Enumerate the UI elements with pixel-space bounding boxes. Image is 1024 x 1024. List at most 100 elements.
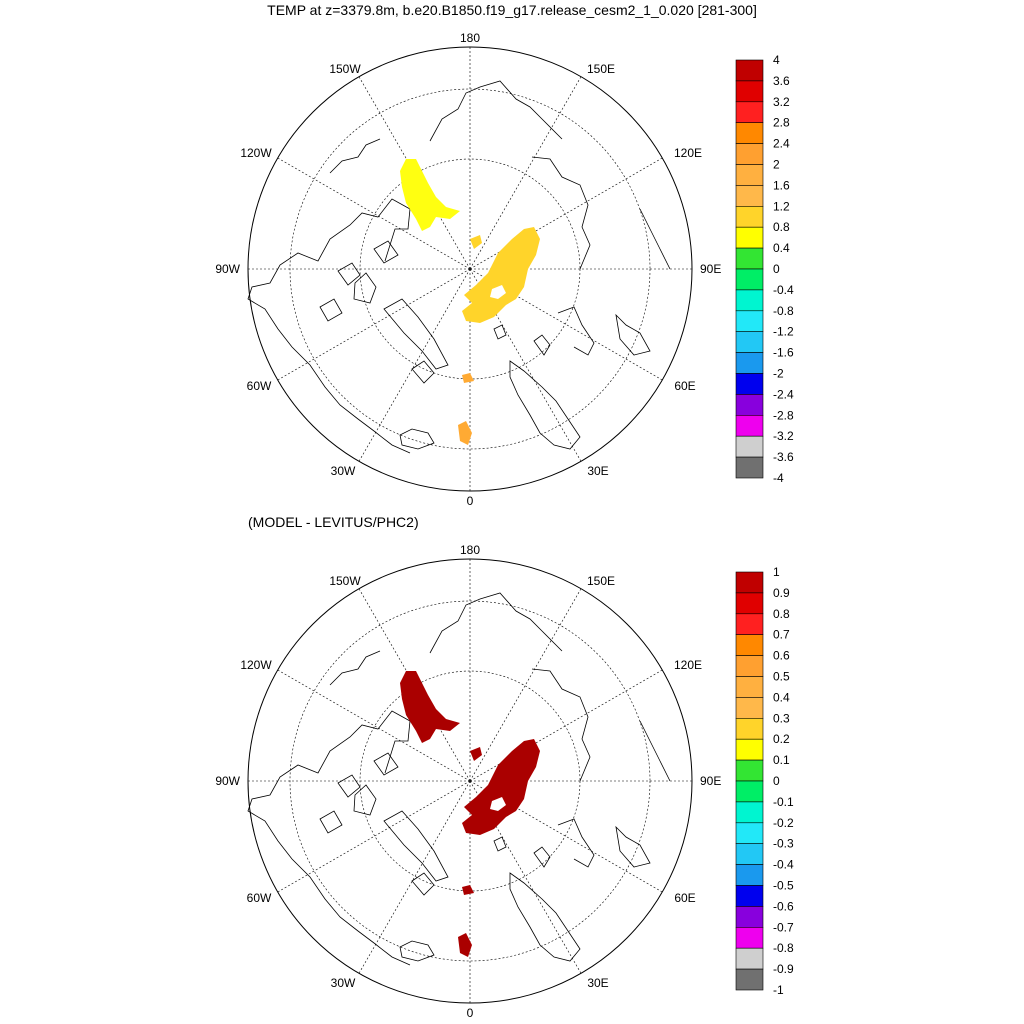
panel-subtitle: (MODEL - LEVITUS/PHC2) bbox=[248, 514, 419, 530]
colorbar-label: -0.1 bbox=[773, 795, 794, 809]
polar-map: 180 0 90W 90E 150W 120W 150E 120E 60W 30W 60E 30E bbox=[215, 31, 721, 508]
colorbar-label: -0.7 bbox=[773, 920, 794, 934]
coastline bbox=[531, 156, 591, 270]
colorbar-swatch bbox=[735, 268, 764, 291]
temperature-patch-gap bbox=[490, 797, 506, 811]
coastline bbox=[399, 428, 435, 450]
colorbar-swatch bbox=[735, 906, 764, 928]
colorbar-swatch bbox=[735, 143, 764, 165]
colorbar-label: 0.4 bbox=[773, 241, 790, 255]
longitude-label: 150W bbox=[329, 62, 361, 76]
temperature-patch bbox=[462, 227, 540, 323]
coastline bbox=[411, 872, 435, 896]
longitude-label: 150W bbox=[329, 574, 361, 588]
colorbar-label: -0.4 bbox=[773, 283, 794, 297]
colorbar-label: -1.6 bbox=[773, 346, 794, 360]
colorbar-swatch bbox=[735, 968, 764, 991]
colorbar-label: -0.6 bbox=[773, 899, 794, 913]
colorbar-label: -3.2 bbox=[773, 429, 794, 443]
colorbar-swatch bbox=[735, 80, 764, 103]
colorbar-swatch bbox=[735, 822, 764, 844]
coastline bbox=[493, 324, 507, 340]
colorbar-swatch bbox=[735, 717, 764, 740]
longitude-label: 120W bbox=[240, 146, 272, 160]
temperature-patch bbox=[462, 739, 540, 835]
colorbar-label: 2.8 bbox=[773, 116, 790, 130]
coastline bbox=[383, 810, 449, 882]
colorbar-swatch bbox=[735, 759, 764, 782]
colorbar-swatch bbox=[735, 571, 764, 594]
colorbar-swatch bbox=[735, 456, 764, 479]
colorbar-label: 0.1 bbox=[773, 753, 790, 767]
meridian-line bbox=[277, 780, 471, 893]
temperature-patch bbox=[400, 671, 460, 743]
colorbar-label: -0.9 bbox=[773, 962, 794, 976]
coastline bbox=[429, 592, 563, 654]
coastline bbox=[557, 818, 595, 868]
coastline bbox=[533, 334, 551, 356]
colorbar-swatch bbox=[735, 634, 764, 656]
longitude-label: 150E bbox=[587, 62, 615, 76]
longitude-label: 30E bbox=[587, 976, 608, 990]
longitude-label: 90W bbox=[215, 774, 240, 788]
colorbar-label: 3.6 bbox=[773, 74, 790, 88]
coastline bbox=[353, 272, 377, 304]
colorbar-label: 2.4 bbox=[773, 137, 790, 151]
colorbar-label: 4 bbox=[773, 53, 780, 67]
colorbar-swatch bbox=[735, 206, 764, 228]
page-title: TEMP at z=3379.8m, b.e20.B1850.f19_g17.r… bbox=[267, 2, 757, 18]
longitude-label: 120E bbox=[674, 658, 702, 672]
colorbar-label: -3.6 bbox=[773, 450, 794, 464]
longitude-label: 30W bbox=[331, 976, 356, 990]
colorbar-label: -0.5 bbox=[773, 879, 794, 893]
colorbar-label: 0.6 bbox=[773, 649, 790, 663]
coastline bbox=[493, 836, 507, 852]
colorbar-swatch bbox=[735, 697, 764, 719]
map-panel-1: 180 0 90W 90E 150W 120W 150E 120E 60W 30W 60E 30E 4 3… bbox=[215, 31, 794, 508]
colorbar-swatch bbox=[735, 885, 764, 907]
colorbar-swatch bbox=[735, 738, 764, 761]
meridian-line bbox=[358, 268, 471, 462]
meridian-line bbox=[358, 588, 471, 782]
temperature-patch bbox=[470, 747, 482, 761]
colorbar-swatch bbox=[735, 331, 764, 353]
colorbar-label: -0.8 bbox=[773, 304, 794, 318]
longitude-label: 30E bbox=[587, 464, 608, 478]
longitude-label: 60W bbox=[247, 891, 272, 905]
colorbar-label: -2 bbox=[773, 367, 784, 381]
map-boundary bbox=[247, 558, 693, 1004]
colorbar: 1 0.9 0.8 0.7 0.6 0.5 0.4 0.3 0.2 0.1 0 -0.1 -0.2 -0.… bbox=[735, 565, 794, 997]
coastline bbox=[247, 710, 411, 966]
coastline bbox=[353, 784, 377, 816]
colorbar-label: -4 bbox=[773, 471, 784, 485]
colorbar-label: 0.7 bbox=[773, 628, 790, 642]
colorbar-label: 0.5 bbox=[773, 670, 790, 684]
longitude-label: 90W bbox=[215, 262, 240, 276]
colorbar-label: -1.2 bbox=[773, 325, 794, 339]
coastline bbox=[319, 810, 343, 834]
colorbar-swatch bbox=[735, 185, 764, 207]
colorbar-swatch bbox=[735, 352, 764, 374]
coastline bbox=[557, 306, 595, 356]
colorbar-swatch bbox=[735, 414, 764, 437]
colorbar-swatch bbox=[735, 843, 764, 865]
latitude-circle bbox=[289, 600, 651, 962]
polar-map: 180 0 90W 90E 150W 120W 150E 120E 60W 30W 60E 30E bbox=[215, 543, 721, 1020]
temperature-patch bbox=[462, 373, 474, 383]
meridian-line bbox=[469, 76, 582, 270]
coastline bbox=[509, 360, 581, 450]
colorbar-label: 1.2 bbox=[773, 199, 790, 213]
colorbar-label: 2 bbox=[773, 158, 780, 172]
temperature-patch bbox=[400, 159, 460, 231]
coastline bbox=[337, 262, 361, 286]
coastline bbox=[383, 298, 449, 370]
coastline bbox=[639, 720, 671, 782]
longitude-label: 120E bbox=[674, 146, 702, 160]
colorbar-swatch bbox=[735, 613, 764, 635]
meridian-line bbox=[277, 268, 471, 381]
map-panel-2: 180 0 90W 90E 150W 120W 150E 120E 60W 30W 60E 30E 1 0… bbox=[215, 543, 794, 1020]
colorbar-label: 0.4 bbox=[773, 690, 790, 704]
colorbar-label: 3.2 bbox=[773, 95, 790, 109]
colorbar-label: 0 bbox=[773, 774, 780, 788]
longitude-label: 0 bbox=[467, 1006, 474, 1020]
